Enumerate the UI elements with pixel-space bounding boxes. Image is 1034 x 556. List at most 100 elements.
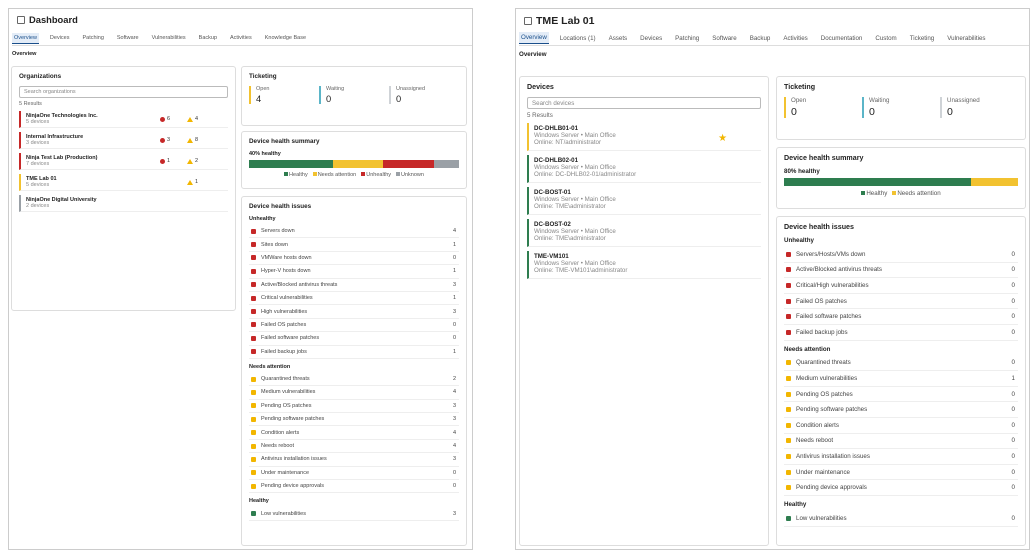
issue-count: 1 bbox=[452, 241, 456, 248]
issue-label: Critical/High vulnerabilities bbox=[796, 281, 869, 289]
issue-row[interactable]: Condition alerts 0 bbox=[784, 418, 1018, 434]
issue-row[interactable]: Servers down 4 bbox=[249, 225, 459, 239]
issue-count: 3 bbox=[452, 456, 456, 463]
device-row[interactable]: DC-BOST-01 Windows Server • Main Office On… bbox=[527, 187, 761, 215]
issue-row[interactable]: Under maintenance 0 bbox=[784, 465, 1018, 481]
issue-label: Active/Blocked antivirus threats bbox=[796, 266, 882, 274]
device-row[interactable]: DC-BOST-02 Windows Server • Main Office On… bbox=[527, 219, 761, 247]
ticket-stat[interactable]: Unassigned 0 bbox=[389, 86, 453, 104]
tab[interactable]: Backup bbox=[198, 35, 218, 41]
issue-row[interactable]: Active/Blocked antivirus threats 3 bbox=[249, 279, 459, 292]
tab[interactable]: Ticketing bbox=[909, 34, 935, 42]
attention-count: 4 bbox=[194, 116, 198, 122]
search-box[interactable]: Search organizations bbox=[19, 86, 228, 98]
device-row[interactable]: TME-VM101 Windows Server • Main Office Onl… bbox=[527, 251, 761, 279]
tab[interactable]: Custom bbox=[875, 34, 897, 42]
organization-row[interactable]: Ninja Test Lab (Production) 7 devices 1 2 bbox=[19, 153, 228, 170]
issue-row[interactable]: Low vulnerabilities 3 bbox=[249, 507, 459, 521]
tab[interactable]: Locations (1) bbox=[559, 34, 596, 42]
tab[interactable]: Patching bbox=[82, 35, 104, 41]
tab[interactable]: Devices bbox=[49, 35, 70, 41]
issue-row[interactable]: Medium vulnerabilities 1 bbox=[784, 371, 1018, 387]
issue-row[interactable]: Quarantined threats 2 bbox=[249, 373, 459, 387]
issue-row[interactable]: Critical/High vulnerabilities 0 bbox=[784, 278, 1018, 294]
tab[interactable]: Assets bbox=[608, 34, 628, 42]
ticket-stat[interactable]: Waiting 0 bbox=[862, 97, 934, 118]
issue-row[interactable]: Hyper-V hosts down 1 bbox=[249, 265, 459, 279]
page-title: TME Lab 01 bbox=[524, 15, 595, 27]
issue-row[interactable]: Medium vulnerabilities 4 bbox=[249, 386, 459, 400]
issue-row[interactable]: Sites down 1 bbox=[249, 238, 459, 252]
tab[interactable]: Activities bbox=[230, 35, 252, 41]
issue-row[interactable]: Pending OS patches 3 bbox=[249, 400, 459, 414]
tab[interactable]: Activities bbox=[783, 34, 808, 42]
organization-row[interactable]: TME Lab 01 5 devices 1 bbox=[19, 174, 228, 191]
tab[interactable]: Overview bbox=[519, 32, 549, 44]
tab[interactable]: Overview bbox=[12, 32, 39, 44]
issue-row[interactable]: Failed OS patches 0 bbox=[249, 319, 459, 333]
attention-badge: 8 bbox=[186, 137, 198, 143]
issue-row[interactable]: Pending device approvals 0 bbox=[249, 480, 459, 494]
legend-swatch bbox=[284, 172, 289, 176]
device-status: Online: TME-VM101\administrator bbox=[534, 267, 628, 274]
tab[interactable]: Devices bbox=[640, 34, 663, 42]
health-segment bbox=[971, 178, 1018, 186]
issue-row[interactable]: Active/Blocked antivirus threats 0 bbox=[784, 263, 1018, 279]
issue-icon bbox=[786, 329, 791, 335]
issue-row[interactable]: VMWare hosts down 0 bbox=[249, 252, 459, 266]
issue-row[interactable]: Critical vulnerabilities 1 bbox=[249, 292, 459, 306]
issue-row[interactable]: Under maintenance 0 bbox=[249, 467, 459, 481]
issue-row[interactable]: Failed backup jobs 1 bbox=[249, 346, 459, 359]
ticket-stat[interactable]: Open 4 bbox=[249, 86, 313, 104]
tab[interactable]: Patching bbox=[675, 34, 700, 42]
ticket-stat[interactable]: Waiting 0 bbox=[319, 86, 383, 104]
stat-value: 0 bbox=[947, 106, 953, 118]
device-row[interactable]: DC-DHLB01-01 Windows Server • Main Office… bbox=[527, 123, 761, 151]
ticket-stat[interactable]: Open 0 bbox=[784, 97, 856, 118]
issue-row[interactable]: Pending software patches 0 bbox=[784, 402, 1018, 418]
search-box[interactable]: Search devices bbox=[527, 97, 761, 109]
issue-row[interactable]: Quarantined threats 0 bbox=[784, 356, 1018, 372]
tab[interactable]: Software bbox=[116, 35, 139, 41]
issue-icon bbox=[251, 416, 256, 422]
issue-row[interactable]: Pending OS patches 0 bbox=[784, 387, 1018, 403]
issue-row[interactable]: Low vulnerabilities 0 bbox=[784, 511, 1018, 527]
issue-group: Unhealthy bbox=[249, 216, 276, 222]
device-row[interactable]: DC-DHLB02-01 Windows Server • Main Office… bbox=[527, 155, 761, 183]
issue-row[interactable]: Failed OS patches 0 bbox=[784, 294, 1018, 310]
issue-row[interactable]: Failed software patches 0 bbox=[249, 332, 459, 346]
issue-count: 3 bbox=[452, 281, 456, 288]
ticket-stat[interactable]: Unassigned 0 bbox=[940, 97, 1012, 118]
tab[interactable]: Documentation bbox=[820, 34, 863, 42]
issue-row[interactable]: Pending software patches 3 bbox=[249, 413, 459, 427]
issue-row[interactable]: Antivirus installation issues 0 bbox=[784, 449, 1018, 465]
tab[interactable]: Software bbox=[712, 34, 737, 42]
issue-row[interactable]: Condition alerts 4 bbox=[249, 426, 459, 440]
organization-row[interactable]: Internal Infrastructure 3 devices 3 8 bbox=[19, 132, 228, 149]
issue-row[interactable]: Pending device approvals 0 bbox=[784, 480, 1018, 496]
issue-count: 1 bbox=[452, 295, 456, 302]
card-title: Device health issues bbox=[784, 223, 854, 231]
tab[interactable]: Knowledge Base bbox=[264, 35, 306, 41]
issue-row[interactable]: Servers/Hosts/VMs down 0 bbox=[784, 247, 1018, 263]
issue-row[interactable]: Needs reboot 0 bbox=[784, 434, 1018, 450]
issue-count: 0 bbox=[1011, 468, 1015, 476]
issue-row[interactable]: High vulnerabilities 3 bbox=[249, 305, 459, 319]
issue-count: 0 bbox=[1011, 390, 1015, 398]
issue-row[interactable]: Needs reboot 4 bbox=[249, 440, 459, 454]
organization-row[interactable]: NinjaOne Digital University 2 devices bbox=[19, 195, 228, 212]
issue-icon bbox=[786, 422, 791, 428]
issue-row[interactable]: Failed backup jobs 0 bbox=[784, 325, 1018, 341]
device-status: Online: TME\administrator bbox=[534, 203, 606, 210]
device-name: DC-BOST-02 bbox=[534, 221, 571, 228]
organization-row[interactable]: NinjaOne Technologies Inc. 5 devices 6 4 bbox=[19, 111, 228, 128]
warning-icon bbox=[186, 158, 193, 164]
tab[interactable]: Vulnerabilities bbox=[151, 35, 186, 41]
issue-icon bbox=[251, 430, 256, 436]
issue-icon bbox=[251, 511, 256, 517]
issue-icon bbox=[251, 349, 256, 355]
issue-row[interactable]: Failed software patches 0 bbox=[784, 309, 1018, 325]
tab[interactable]: Backup bbox=[749, 34, 771, 42]
tab[interactable]: Vulnerabilities bbox=[947, 34, 986, 42]
issue-row[interactable]: Antivirus installation issues 3 bbox=[249, 453, 459, 467]
